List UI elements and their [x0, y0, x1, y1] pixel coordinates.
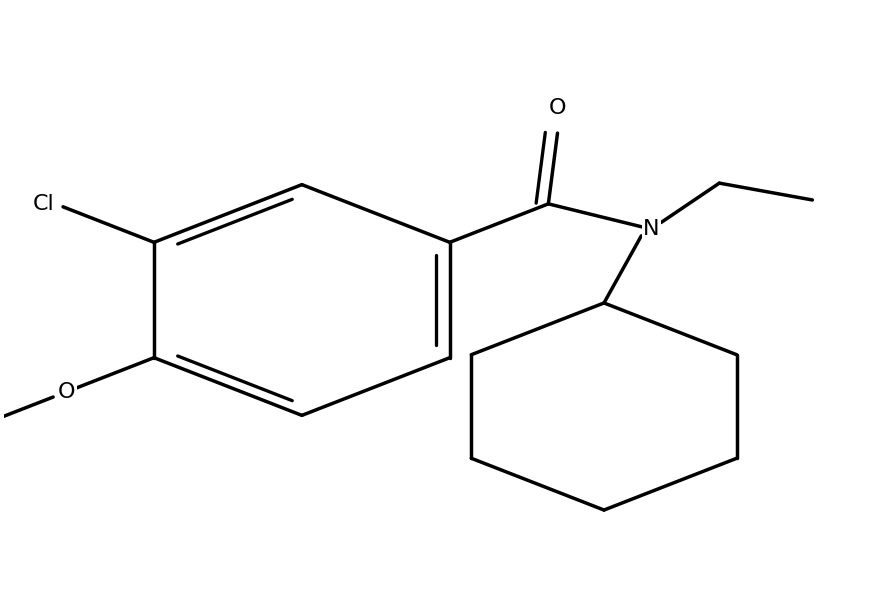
- Text: O: O: [58, 382, 75, 402]
- Text: O: O: [549, 98, 567, 118]
- Text: Cl: Cl: [33, 194, 54, 214]
- Text: N: N: [643, 219, 659, 239]
